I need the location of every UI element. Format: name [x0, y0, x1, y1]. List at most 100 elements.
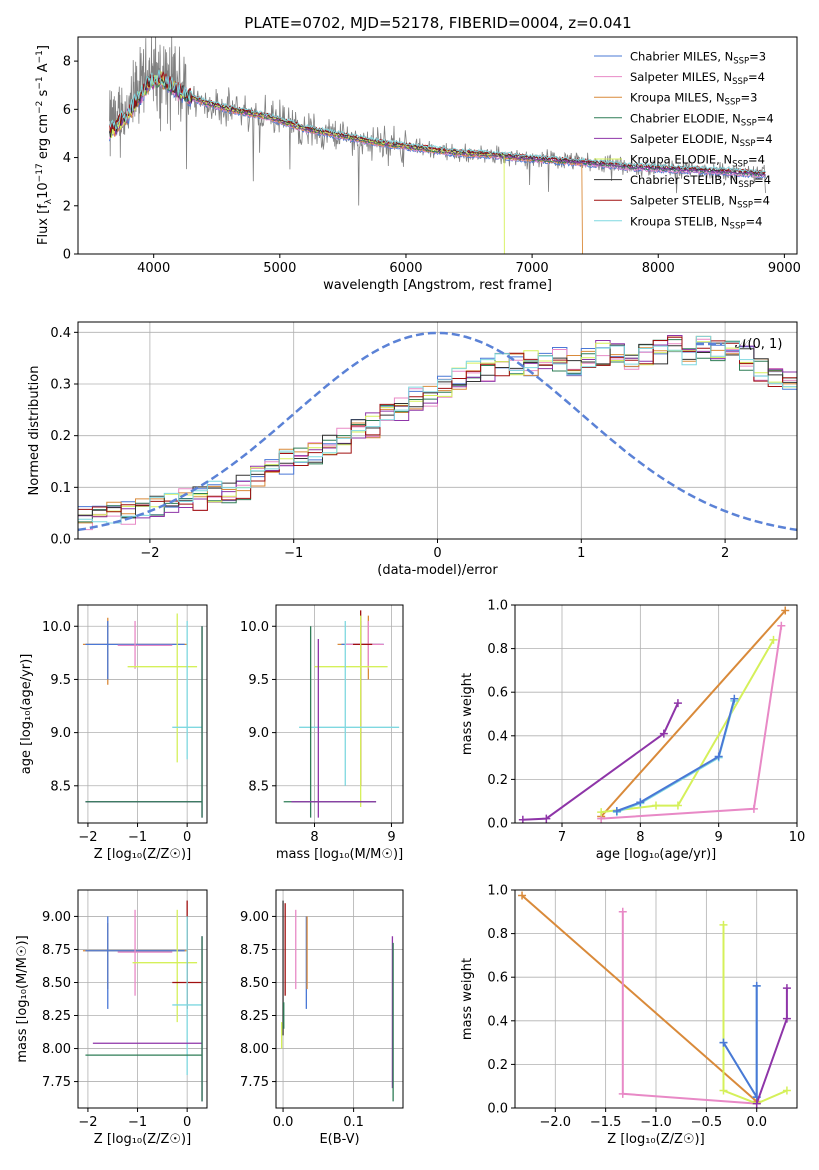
- y-tick-label: 9.5: [248, 673, 269, 688]
- x-tick-label: 0.0: [746, 1115, 767, 1130]
- x-tick-label: −1: [128, 830, 147, 845]
- x-tick-label: 9000: [768, 261, 801, 276]
- x-tick-label: −2.0: [539, 1115, 571, 1130]
- legend-val: =4: [745, 214, 762, 228]
- y-tick-label: 10.0: [42, 620, 71, 635]
- x-tick-label: −2: [140, 546, 159, 561]
- weight-marker: [719, 920, 728, 929]
- legend-entry: Salpeter ELODIE, NSSP=4: [630, 132, 773, 149]
- y-tick-label: 0.6: [487, 971, 508, 986]
- normal-curve: [78, 331, 797, 532]
- weight-marker: [597, 808, 606, 817]
- y-axis-label: Flux [fλ10−17 erg cm−2 s−1 A−1]: [35, 45, 54, 245]
- weight-marker: [542, 814, 551, 823]
- y-tick-label: 0.4: [50, 326, 71, 341]
- y-tick-label: 7.75: [42, 1075, 71, 1090]
- axes-frame: [275, 889, 404, 1109]
- y-tick-label: 0.6: [487, 686, 508, 701]
- axes-frame: [514, 604, 798, 824]
- histogram-series-7: [78, 342, 797, 519]
- legend-entry: Kroupa ELODIE, NSSP=4: [630, 153, 765, 170]
- weight-marker: [612, 807, 621, 816]
- legend-sub: SSP: [738, 180, 754, 190]
- y-tick-label: 0.2: [487, 1058, 508, 1073]
- x-tick-label: 8: [310, 830, 318, 845]
- legend-val: =4: [756, 132, 773, 146]
- y-tick-label: 8.75: [42, 943, 71, 958]
- age-vs-mass-panel: 8 9 8.5 9.0 9.5 10.0 mass [log₁₀(M/M☉)]: [240, 604, 404, 862]
- x-tick-label: −1.5: [590, 1115, 622, 1130]
- weight-marker: [782, 1086, 791, 1095]
- plot-area: [82, 613, 203, 818]
- x-tick-label: −1: [128, 1115, 147, 1130]
- plot-area: [283, 610, 400, 818]
- legend-name: Kroupa ELODIE, N: [630, 153, 732, 167]
- x-axis-label: (data-model)/error: [377, 563, 498, 578]
- x-axis-label: Z [log₁₀(Z/Z☉)]: [607, 1132, 704, 1147]
- y-tick-label: 9.00: [42, 910, 71, 925]
- x-tick-label: 0.1: [343, 1115, 364, 1130]
- weight-marker: [752, 981, 761, 990]
- x-tick-label: 2: [721, 546, 729, 561]
- histogram-series-8: [78, 336, 797, 513]
- weight-line-3: [722, 924, 788, 1105]
- chart-title: PLATE=0702, MJD=52178, FIBERID=0004, z=0…: [244, 14, 631, 32]
- axes-frame: [77, 889, 208, 1109]
- x-tick-label: 8000: [642, 261, 675, 276]
- y-tick-label: 8.25: [240, 1009, 269, 1024]
- y-axis-label: mass [log₁₀(M/M☉)]: [15, 935, 30, 1062]
- histogram-series-5: [78, 335, 797, 519]
- weight-marker: [652, 801, 660, 810]
- y-tick-label: 6: [63, 103, 71, 118]
- x-tick-label: −1: [284, 546, 303, 561]
- plot-area: [78, 331, 797, 532]
- weight-marker: [781, 606, 790, 615]
- y-tick-label: 10.0: [240, 620, 269, 635]
- y-tick-label: 0.8: [487, 642, 508, 657]
- weight-marker: [618, 907, 627, 916]
- axes-frame: [77, 604, 208, 824]
- y-tick-label: 0.2: [487, 773, 508, 788]
- plot-area: [82, 900, 203, 1102]
- legend-val: =4: [757, 111, 774, 125]
- weight-line-3: [601, 625, 783, 820]
- weight-marker: [618, 1089, 627, 1098]
- x-tick-label: 9: [715, 830, 723, 845]
- x-tick-label: −1.0: [640, 1115, 672, 1130]
- legend-entry: Salpeter MILES, NSSP=4: [630, 70, 765, 87]
- y-label-part: A: [36, 63, 51, 76]
- x-tick-label: 5000: [263, 261, 296, 276]
- y-label-part: Flux [f: [36, 204, 51, 245]
- weight-marker: [719, 1038, 728, 1047]
- legend-name: Chabrier ELODIE, N: [630, 111, 741, 125]
- legend-val: =3: [740, 91, 757, 105]
- legend-val: =4: [754, 173, 771, 187]
- x-tick-label: 0: [433, 546, 441, 561]
- plot-area: [518, 891, 791, 1108]
- x-tick-label: 0.0: [273, 1115, 294, 1130]
- y-tick-label: 9.0: [50, 726, 71, 741]
- y-tick-label: 8.25: [42, 1009, 71, 1024]
- y-tick-label: 8: [63, 55, 71, 70]
- x-tick-label: 4000: [137, 261, 170, 276]
- y-axis-label: mass weight: [460, 673, 475, 755]
- plot-area: [109, 37, 766, 254]
- y-tick-label: 8.5: [50, 779, 71, 794]
- x-tick-label: 6000: [389, 261, 422, 276]
- y-tick-label: 0.4: [487, 1014, 508, 1029]
- x-tick-label: −2: [78, 830, 97, 845]
- legend-sub: SSP: [732, 160, 748, 170]
- histogram-series-1: [78, 341, 797, 516]
- legend-sub: SSP: [740, 139, 756, 149]
- x-tick-label: −0.5: [691, 1115, 723, 1130]
- y-tick-label: 0.3: [50, 378, 71, 393]
- y-label-part: s: [36, 89, 51, 100]
- y-label-part: −17: [35, 163, 45, 182]
- weight-line-4: [722, 985, 758, 1101]
- legend-name: Kroupa MILES, N: [630, 91, 725, 105]
- histogram-series-6: [78, 341, 797, 516]
- x-tick-label: 7: [558, 830, 566, 845]
- plot-area: [280, 900, 394, 1102]
- model-spectrum-9: [109, 69, 766, 173]
- legend-entry: Kroupa STELIB, NSSP=4: [630, 214, 762, 231]
